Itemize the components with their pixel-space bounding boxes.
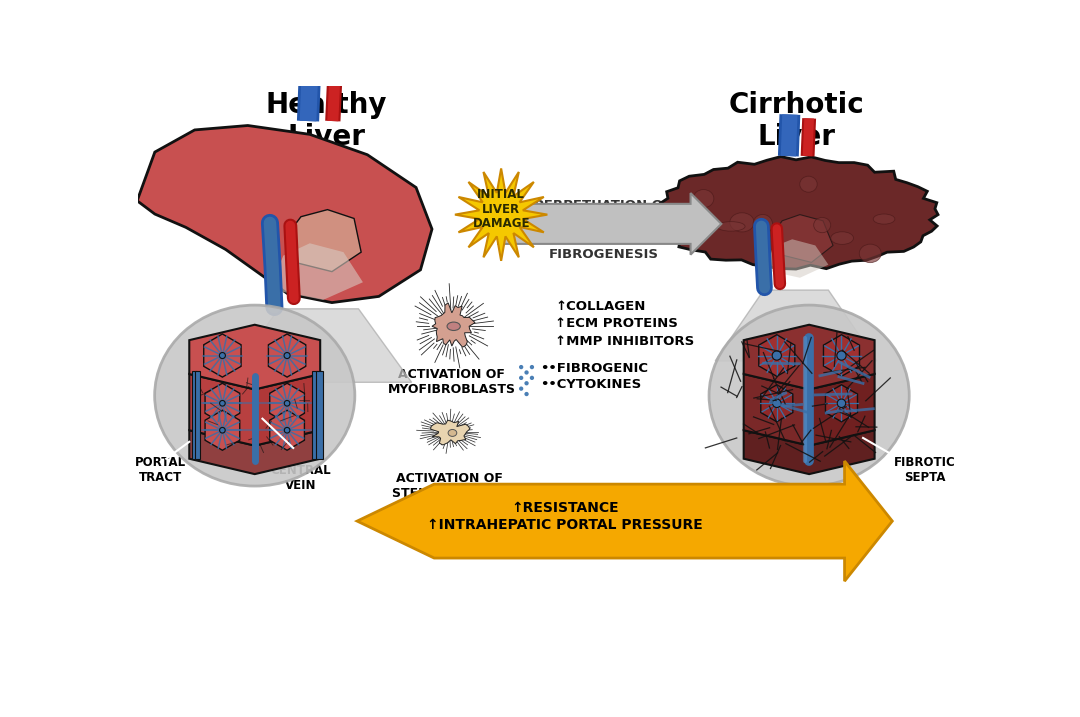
Circle shape (219, 353, 226, 358)
Ellipse shape (154, 305, 355, 486)
Polygon shape (744, 325, 875, 389)
FancyArrow shape (498, 193, 721, 255)
Polygon shape (194, 371, 200, 459)
Circle shape (219, 401, 226, 406)
Polygon shape (137, 125, 432, 303)
Ellipse shape (831, 232, 853, 244)
Polygon shape (766, 239, 828, 277)
Polygon shape (759, 335, 795, 376)
Ellipse shape (447, 322, 460, 331)
Polygon shape (660, 156, 939, 269)
Circle shape (525, 392, 529, 397)
Polygon shape (760, 385, 793, 422)
Polygon shape (270, 243, 363, 300)
Circle shape (284, 353, 291, 358)
Circle shape (519, 365, 524, 369)
Polygon shape (825, 385, 858, 422)
Polygon shape (809, 374, 875, 446)
Circle shape (525, 381, 529, 386)
Polygon shape (431, 420, 470, 445)
Polygon shape (270, 384, 305, 423)
Ellipse shape (755, 249, 773, 270)
Text: ••FIBROGENIC
••CYTOKINES: ••FIBROGENIC ••CYTOKINES (540, 361, 648, 391)
Circle shape (530, 365, 535, 369)
Polygon shape (744, 374, 809, 446)
Text: CENTRAL
VEIN: CENTRAL VEIN (271, 464, 332, 492)
Ellipse shape (710, 305, 909, 486)
Polygon shape (205, 410, 240, 450)
Text: Cirrhotic
Liver: Cirrhotic Liver (728, 92, 864, 151)
Polygon shape (269, 334, 306, 377)
Text: ACTIVATION OF
STELLATE CELLS: ACTIVATION OF STELLATE CELLS (392, 473, 507, 500)
Text: FIBROTIC
SEPTA: FIBROTIC SEPTA (894, 456, 956, 484)
Text: FIBROGENESIS: FIBROGENESIS (549, 248, 659, 261)
Circle shape (525, 370, 529, 375)
Text: ACTIVATION OF
MYOFIBROBLASTS: ACTIVATION OF MYOFIBROBLASTS (388, 369, 516, 397)
Polygon shape (285, 209, 361, 272)
Text: Healthy
Liver: Healthy Liver (266, 92, 387, 151)
Polygon shape (715, 290, 877, 361)
Circle shape (519, 376, 524, 380)
Text: PORTAL
TRACT: PORTAL TRACT (135, 456, 187, 484)
Circle shape (219, 427, 226, 433)
Circle shape (772, 399, 781, 407)
Polygon shape (270, 410, 305, 450)
Ellipse shape (753, 214, 772, 234)
Polygon shape (771, 214, 833, 262)
Circle shape (837, 351, 846, 360)
Polygon shape (312, 371, 318, 459)
Ellipse shape (874, 214, 895, 224)
Circle shape (837, 399, 846, 407)
Circle shape (772, 351, 782, 360)
Ellipse shape (448, 429, 457, 437)
Ellipse shape (717, 222, 745, 231)
Polygon shape (226, 309, 411, 382)
Ellipse shape (693, 189, 714, 208)
Polygon shape (205, 384, 240, 423)
Polygon shape (744, 430, 875, 474)
Polygon shape (189, 430, 320, 474)
Polygon shape (191, 371, 197, 459)
Polygon shape (455, 168, 548, 261)
Text: ↑RESISTANCE
↑INTRAHEPATIC PORTAL PRESSURE: ↑RESISTANCE ↑INTRAHEPATIC PORTAL PRESSUR… (428, 500, 703, 532)
Text: INITIAL
LIVER
DAMAGE: INITIAL LIVER DAMAGE (472, 189, 530, 230)
Polygon shape (189, 374, 255, 446)
Polygon shape (255, 374, 320, 446)
Ellipse shape (860, 244, 881, 262)
Circle shape (284, 401, 289, 406)
Polygon shape (189, 325, 320, 389)
Polygon shape (357, 461, 892, 581)
Polygon shape (432, 303, 475, 347)
Circle shape (519, 386, 524, 391)
Ellipse shape (813, 217, 831, 233)
Circle shape (284, 427, 289, 433)
Polygon shape (316, 371, 323, 459)
Text: PERPETUATION OF
LIVER DAMAGE: PERPETUATION OF LIVER DAMAGE (535, 199, 673, 227)
Polygon shape (823, 335, 860, 376)
Ellipse shape (730, 213, 754, 232)
Circle shape (530, 376, 535, 380)
Polygon shape (204, 334, 241, 377)
Ellipse shape (800, 176, 818, 192)
Text: ↑COLLAGEN
↑ECM PROTEINS
↑MMP INHIBITORS: ↑COLLAGEN ↑ECM PROTEINS ↑MMP INHIBITORS (555, 300, 694, 348)
